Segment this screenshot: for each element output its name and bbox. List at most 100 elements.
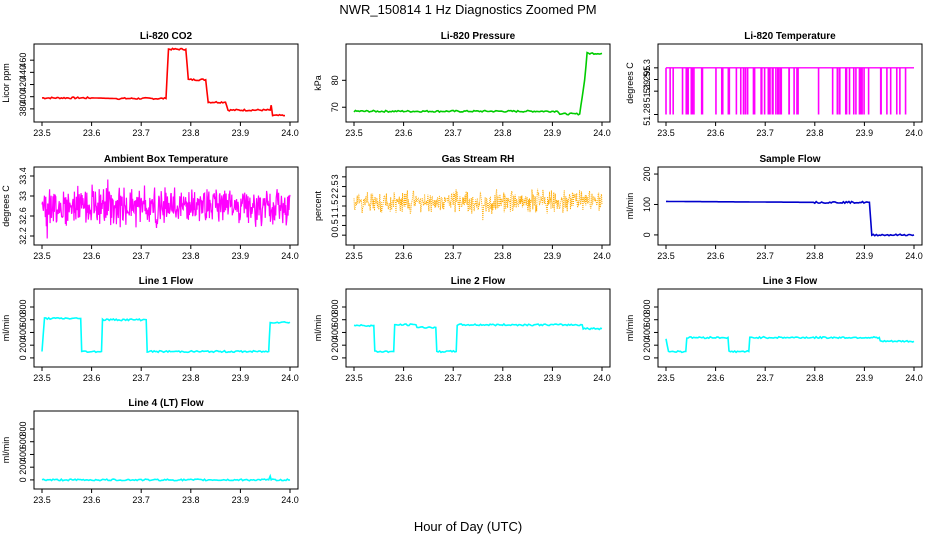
x-tick-label: 23.5	[657, 251, 675, 261]
y-tick-label: 400	[18, 325, 28, 340]
x-tick-label: 23.7	[444, 251, 462, 261]
x-tick-label: 24.0	[281, 128, 299, 138]
figure-xlabel: Hour of Day (UTC)	[414, 519, 522, 534]
y-tick-label: 70	[330, 102, 340, 112]
y-tick-label: 600	[642, 312, 652, 327]
y-tick-label: 80	[330, 75, 340, 85]
x-tick-label: 23.5	[33, 495, 51, 505]
panel-9: Line 3 Flow ml/min 23.5 23.6 23.7 23.8 23.9 24.…	[625, 276, 923, 383]
plot-frame	[345, 288, 611, 368]
y-tick-label: 2.5	[330, 180, 340, 193]
y-tick-label: 800	[330, 299, 340, 314]
y-axis-label: ml/min	[313, 315, 323, 342]
y-tick-label: 0	[18, 355, 28, 360]
x-tick-label: 24.0	[281, 495, 299, 505]
series-line	[353, 322, 603, 354]
x-tick-label: 23.9	[856, 128, 874, 138]
panel-7: Line 1 Flow ml/min 23.5 23.6 23.7 23.8 23.9 24.…	[1, 276, 299, 383]
x-tick-label: 23.9	[232, 128, 250, 138]
y-axis-label: degrees C	[625, 62, 635, 104]
x-tick-label: 23.8	[806, 128, 824, 138]
y-tick-label: 380	[18, 101, 28, 116]
x-tick-label: 23.5	[33, 373, 51, 383]
y-tick-label: 200	[18, 460, 28, 475]
x-tick-label: 23.6	[395, 128, 413, 138]
x-tick-label: 23.5	[33, 128, 51, 138]
x-tick-label: 23.5	[345, 251, 363, 261]
x-tick-label: 23.8	[494, 251, 512, 261]
x-tick-label: 23.5	[345, 128, 363, 138]
y-tick-label: 600	[18, 434, 28, 449]
y-tick-label: 200	[18, 338, 28, 353]
x-tick-label: 24.0	[281, 251, 299, 261]
y-tick-label: 32.2	[18, 227, 28, 245]
y-tick-label: 800	[18, 421, 28, 436]
x-tick-label: 23.6	[395, 251, 413, 261]
x-tick-label: 23.7	[132, 251, 150, 261]
y-axis-label: Licor ppm	[1, 63, 11, 103]
x-tick-label: 23.6	[395, 373, 413, 383]
panel-5: Gas Stream RH percent 23.5 23.6 23.7 23.8 23.9…	[313, 154, 611, 261]
x-tick-label: 23.6	[83, 251, 101, 261]
panel-title: Line 3 Flow	[763, 276, 818, 287]
y-tick-label: 460	[18, 53, 28, 68]
x-tick-label: 23.9	[232, 373, 250, 383]
series-line	[41, 473, 291, 482]
x-tick-label: 23.9	[544, 251, 562, 261]
y-axis-label: percent	[313, 190, 323, 221]
plot-frame	[33, 410, 299, 490]
y-tick-label: 51.295	[642, 66, 652, 94]
y-tick-label: 0	[330, 355, 340, 360]
panel-title: Line 4 (LT) Flow	[128, 398, 204, 409]
x-tick-label: 23.6	[707, 373, 725, 383]
x-tick-label: 23.7	[444, 128, 462, 138]
y-tick-label: 200	[642, 338, 652, 353]
panel-6: Sample Flow ml/min 23.5 23.6 23.7 23.8 23.9 24.…	[625, 154, 923, 261]
x-tick-label: 23.7	[756, 128, 774, 138]
x-tick-label: 23.9	[856, 373, 874, 383]
x-tick-label: 23.6	[83, 128, 101, 138]
y-tick-label: 400	[642, 325, 652, 340]
y-tick-label: 0	[18, 477, 28, 482]
y-tick-label: 600	[18, 312, 28, 327]
series-line	[41, 316, 291, 354]
plot-frame	[33, 43, 299, 123]
panel-3: Li-820 Temperature degrees C 23.5 23.6 23.7 2…	[625, 31, 923, 138]
x-tick-label: 23.8	[182, 373, 200, 383]
x-tick-label: 24.0	[281, 373, 299, 383]
y-tick-label: 400	[18, 447, 28, 462]
x-tick-label: 23.5	[657, 373, 675, 383]
x-tick-label: 23.6	[83, 495, 101, 505]
series-line	[666, 200, 915, 237]
y-axis-label: degrees C	[1, 185, 11, 227]
y-tick-label: 33.4	[18, 167, 28, 185]
y-tick-label: 0	[642, 355, 652, 360]
panel-2: Li-820 Pressure kPa 23.5 23.6 23.7 23.8 23.9 24…	[313, 31, 611, 138]
y-tick-label: 32.6	[18, 207, 28, 225]
y-tick-label: 440	[18, 65, 28, 80]
x-tick-label: 23.8	[182, 495, 200, 505]
x-tick-label: 24.0	[905, 251, 923, 261]
x-tick-label: 24.0	[593, 128, 611, 138]
y-tick-label: 1.5	[330, 200, 340, 213]
y-tick-label: 51.29	[642, 80, 652, 103]
x-tick-label: 23.6	[83, 373, 101, 383]
y-axis-label: kPa	[313, 75, 323, 91]
x-tick-label: 23.5	[33, 251, 51, 261]
x-tick-label: 23.8	[494, 373, 512, 383]
x-tick-label: 23.5	[345, 373, 363, 383]
figure-title: NWR_150814 1 Hz Diagnostics Zoomed PM	[339, 2, 596, 17]
y-tick-label: 0.5	[330, 219, 340, 232]
panel-title: Ambient Box Temperature	[104, 154, 229, 165]
x-tick-label: 23.7	[756, 373, 774, 383]
x-tick-label: 24.0	[593, 251, 611, 261]
plot-frame	[657, 288, 923, 368]
x-tick-label: 23.9	[232, 251, 250, 261]
y-tick-label: 400	[330, 325, 340, 340]
x-tick-label: 24.0	[905, 128, 923, 138]
y-tick-label: 0	[642, 232, 652, 237]
y-axis-label: ml/min	[1, 437, 11, 464]
plot-frame	[657, 166, 923, 246]
panel-title: Li-820 Pressure	[441, 31, 516, 42]
